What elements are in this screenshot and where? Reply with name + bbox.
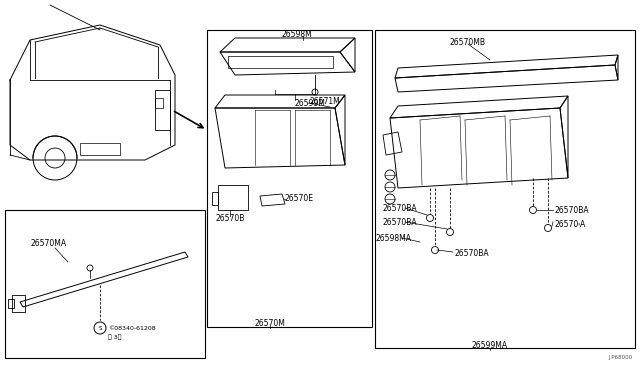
Bar (80, 143, 120, 155)
Text: ©08340-61208: ©08340-61208 (108, 326, 156, 330)
Text: 26599MA: 26599MA (472, 341, 508, 350)
Text: 26570M: 26570M (255, 318, 285, 327)
Text: 26570יA: 26570יA (555, 219, 586, 228)
Text: 26570MA: 26570MA (30, 238, 66, 247)
Text: 26571M: 26571M (310, 96, 340, 106)
Text: 26598M: 26598M (282, 29, 313, 38)
Bar (207, 30, 372, 327)
Text: （ 3）: （ 3） (108, 334, 122, 340)
Text: 26570BA: 26570BA (555, 205, 589, 215)
Text: J P68000: J P68000 (608, 356, 632, 360)
Text: 26570E: 26570E (285, 193, 314, 202)
Text: 26598MA: 26598MA (376, 234, 412, 243)
Bar (155, 98, 163, 108)
Text: 26570BA: 26570BA (383, 203, 418, 212)
Bar (155, 90, 170, 130)
Text: 26570MB: 26570MB (450, 38, 486, 46)
Bar (5, 210, 205, 358)
Text: S: S (99, 326, 102, 330)
Text: 26570B: 26570B (215, 214, 244, 222)
Text: 26570BA: 26570BA (383, 218, 418, 227)
Bar (228, 56, 333, 68)
Text: 26570BA: 26570BA (455, 250, 490, 259)
Text: 26599M: 26599M (295, 99, 326, 108)
Bar (375, 30, 635, 348)
